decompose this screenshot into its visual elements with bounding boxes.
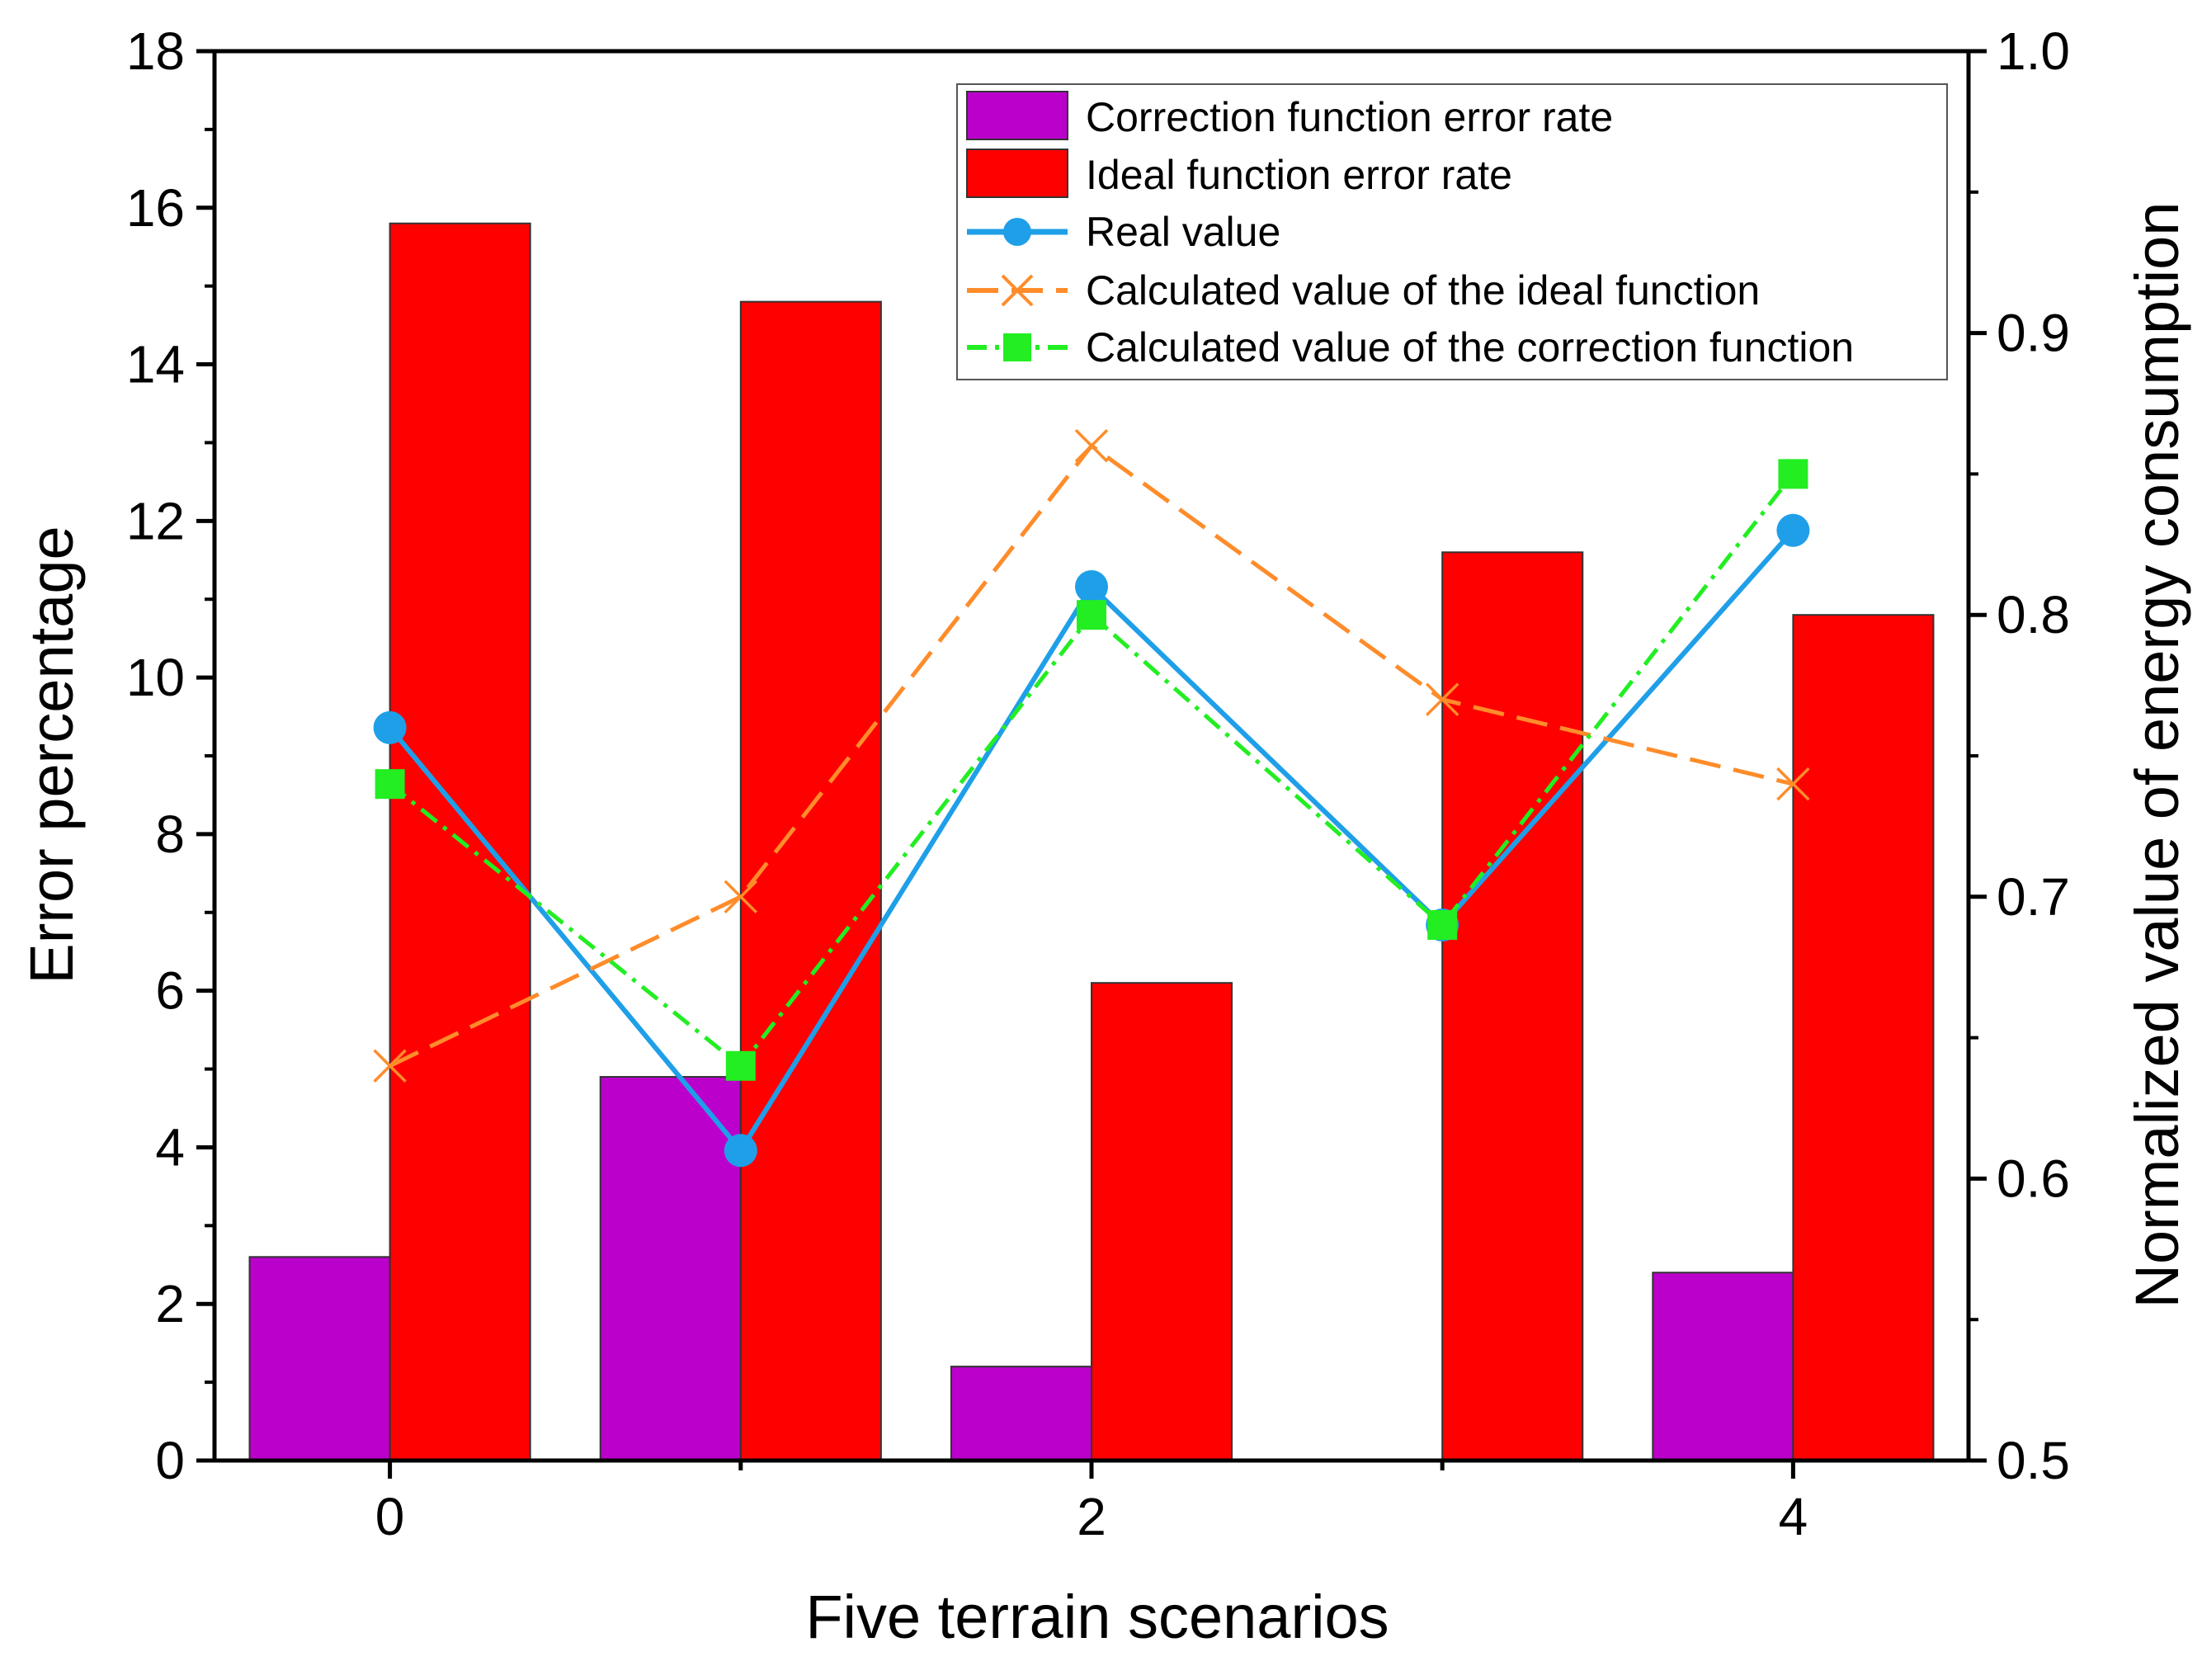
left-tick-label: 16 xyxy=(126,178,185,238)
point-ideal-calculated-3 xyxy=(1425,682,1459,716)
bar-correction-error-1 xyxy=(599,1076,742,1461)
point-correction-calculated-2 xyxy=(1077,600,1106,630)
bar-ideal-error-4 xyxy=(1792,614,1935,1462)
legend-marker-correction-calculated xyxy=(1003,333,1031,361)
bar-correction-error-2 xyxy=(950,1366,1093,1461)
point-real-value-1 xyxy=(724,1134,757,1168)
bars-layer xyxy=(248,222,1935,1462)
right-tick-label: 0.8 xyxy=(1997,585,2070,644)
legend-label: Calculated value of the ideal function xyxy=(1086,267,1760,314)
point-ideal-calculated-2 xyxy=(1074,429,1109,463)
point-ideal-calculated-1 xyxy=(724,880,758,914)
axes-layer: 0 2 4 6 8 10 12 14 16 18 0.5 0.6 0.7 0.8 0.9 1.0 0 2 4 xyxy=(126,21,2070,1546)
left-tick-label: 8 xyxy=(155,805,185,864)
left-tick-label: 10 xyxy=(126,648,185,707)
legend: Correction function error rate Ideal fun… xyxy=(956,83,1948,380)
point-correction-calculated-3 xyxy=(1427,909,1458,940)
legend-label: Ideal function error rate xyxy=(1086,152,1512,198)
bar-ideal-error-3 xyxy=(1441,551,1584,1461)
point-real-value-4 xyxy=(1776,513,1810,547)
legend-item-correction-calculated: Calculated value of the correction funct… xyxy=(967,324,1854,370)
legend-label: Real value xyxy=(1086,209,1280,255)
point-correction-calculated-4 xyxy=(1778,459,1808,489)
right-tick-label: 0.9 xyxy=(1997,304,2070,363)
x-axis-title: Five terrain scenarios xyxy=(805,1583,1389,1651)
point-real-value-2 xyxy=(1075,570,1108,604)
x-tick-label: 0 xyxy=(375,1487,405,1546)
lines-layer xyxy=(373,429,1810,1168)
x-tick-label: 2 xyxy=(1077,1487,1106,1546)
legend-marker-real-value xyxy=(1003,218,1031,246)
right-tick-label: 0.6 xyxy=(1997,1149,2070,1208)
right-tick-label: 1.0 xyxy=(1997,21,2070,81)
legend-item-correction-error: Correction function error rate xyxy=(966,91,1613,140)
left-tick-label: 12 xyxy=(126,491,185,550)
bar-ideal-error-1 xyxy=(739,300,882,1462)
left-tick-label: 6 xyxy=(155,961,185,1021)
point-correction-calculated-1 xyxy=(725,1050,756,1081)
legend-item-ideal-calculated: Calculated value of the ideal function xyxy=(967,267,1760,314)
left-tick-label: 0 xyxy=(155,1431,185,1490)
right-tick-label: 0.5 xyxy=(1997,1431,2070,1490)
point-ideal-calculated-4 xyxy=(1776,767,1810,801)
left-tick-label: 2 xyxy=(155,1274,185,1333)
legend-label: Calculated value of the correction funct… xyxy=(1086,324,1854,370)
left-y-axis-title: Error percentage xyxy=(17,526,86,984)
legend-box xyxy=(956,83,1948,380)
left-tick-label: 18 xyxy=(126,21,185,81)
bar-correction-error-4 xyxy=(1652,1272,1794,1462)
legend-item-real-value: Real value xyxy=(967,209,1280,255)
legend-swatch-correction-error xyxy=(966,91,1068,140)
legend-item-ideal-error: Ideal function error rate xyxy=(966,149,1512,198)
legend-label: Correction function error rate xyxy=(1086,94,1613,140)
legend-swatch-ideal-error xyxy=(966,149,1068,198)
right-y-axis-title: Normalized value of energy consumption xyxy=(2123,202,2191,1309)
legend-marker-ideal-calculated xyxy=(1001,274,1034,307)
bar-ideal-error-2 xyxy=(1091,982,1233,1461)
right-tick-label: 0.7 xyxy=(1997,867,2070,927)
bar-correction-error-0 xyxy=(248,1256,391,1462)
left-tick-label: 4 xyxy=(155,1117,185,1177)
point-correction-calculated-0 xyxy=(375,769,405,800)
point-real-value-0 xyxy=(373,710,407,744)
point-ideal-calculated-0 xyxy=(373,1049,407,1083)
left-tick-label: 14 xyxy=(126,335,185,394)
x-tick-label: 4 xyxy=(1779,1487,1808,1546)
